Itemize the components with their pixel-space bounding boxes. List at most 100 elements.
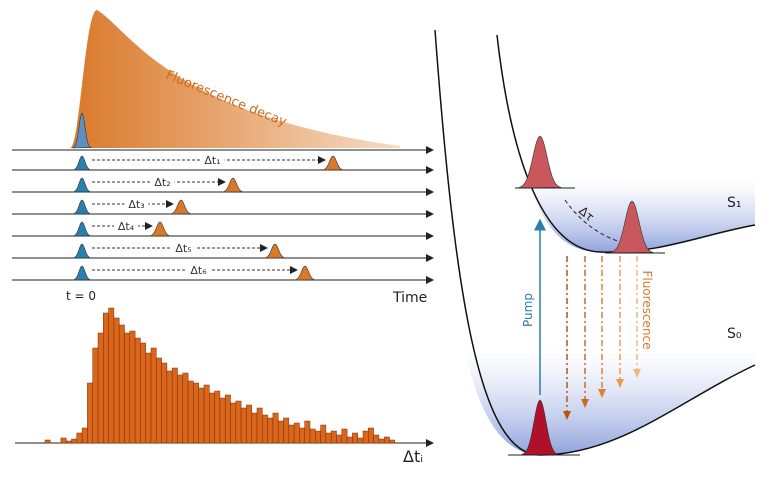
- delay-label: Δt₂: [154, 176, 170, 189]
- fluorescence-arrowhead: [581, 399, 589, 408]
- relaxed-wavepacket: [610, 200, 654, 254]
- histogram-bar: [214, 390, 221, 444]
- histogram-bar: [283, 417, 290, 444]
- fluorescence-arrowhead: [598, 389, 606, 398]
- histogram-bar: [166, 370, 173, 444]
- histogram-bar: [103, 312, 109, 444]
- photon-pulse: [149, 221, 171, 237]
- histogram-bar: [293, 422, 300, 444]
- histogram-axis-label: Δtᵢ: [403, 447, 423, 466]
- photon-pulse: [294, 265, 316, 281]
- delay-label: Δt₅: [175, 242, 191, 255]
- s0-band: [465, 350, 755, 455]
- histogram-bar: [224, 394, 231, 444]
- left-panel: Fluorescence decay t = 0 Time Δtᵢ: [15, 10, 434, 466]
- histogram-bar: [156, 357, 162, 444]
- histogram-bar: [389, 439, 396, 444]
- histogram-bar: [325, 432, 332, 444]
- photon-pulse: [322, 155, 344, 171]
- delay-label-bg: [150, 175, 175, 188]
- histogram-bar: [277, 420, 284, 444]
- histogram-bar: [150, 347, 157, 444]
- histogram-bar: [246, 404, 252, 444]
- s1-curve: [496, 34, 756, 253]
- histogram-bar: [378, 438, 385, 444]
- s0-label: S₀: [727, 326, 742, 342]
- ground-wavepacket: [521, 399, 559, 456]
- histogram-bar: [145, 352, 152, 444]
- histogram-bar: [177, 374, 184, 444]
- histogram-bar: [81, 427, 88, 444]
- histogram-bar: [267, 417, 274, 444]
- delay-label: Δt₆: [190, 264, 207, 277]
- laser-pulse: [72, 265, 92, 281]
- histogram-bar: [161, 362, 168, 444]
- excitation-pulse: [72, 112, 93, 149]
- histogram-bar: [235, 400, 242, 444]
- histogram-bar: [76, 432, 83, 444]
- histogram-bar: [71, 438, 78, 444]
- histogram-bar: [240, 407, 247, 444]
- histogram-bar: [198, 387, 205, 444]
- delay-label-bg: [171, 241, 196, 254]
- delay-label-bg: [186, 263, 211, 276]
- histogram-bar: [272, 412, 279, 444]
- delay-label: Δt₄: [118, 220, 135, 233]
- excited-wavepacket: [518, 135, 562, 189]
- histogram-bar: [341, 428, 348, 444]
- delay-label-bg: [114, 219, 138, 232]
- histogram-bar: [262, 414, 268, 444]
- histogram-bar: [219, 397, 226, 444]
- laser-pulse: [72, 243, 92, 259]
- laser-pulse: [72, 199, 92, 215]
- histogram-bar: [373, 434, 380, 444]
- laser-pulse: [72, 177, 92, 193]
- delay-label: Δt₁: [204, 154, 220, 167]
- histogram-bar: [140, 342, 146, 444]
- histogram-bar: [251, 412, 258, 444]
- delay-label-bg: [124, 197, 149, 210]
- photon-pulse: [264, 243, 286, 259]
- histogram-bar: [44, 439, 51, 444]
- histogram-bar: [230, 402, 237, 444]
- right-panel: Pump Δτ Fluorescence S₁ S₀: [434, 29, 756, 456]
- histogram-bar: [320, 424, 327, 444]
- histogram-bar: [383, 436, 390, 444]
- laser-pulse: [72, 221, 92, 237]
- histogram-bar: [315, 430, 321, 444]
- histogram-bar: [346, 436, 353, 444]
- histogram-bar: [209, 392, 215, 444]
- s1-label: S₁: [727, 195, 742, 211]
- photon-pulse: [170, 199, 192, 215]
- histogram-bar: [368, 427, 374, 444]
- histogram-bar: [134, 337, 141, 444]
- histogram-bar: [299, 427, 305, 444]
- histogram-bar: [256, 407, 263, 444]
- histogram-bar: [182, 372, 189, 444]
- fluorescence-arrowhead: [633, 369, 641, 378]
- histogram-bar: [336, 434, 343, 444]
- t-zero-label: t = 0: [66, 289, 96, 303]
- histogram-bar: [330, 430, 337, 444]
- histogram-bar: [309, 428, 316, 444]
- histogram-bar: [118, 324, 125, 444]
- time-label: Time: [392, 290, 427, 306]
- histogram-bar: [171, 367, 178, 444]
- histogram-bar: [357, 437, 364, 444]
- pump-label: Pump: [521, 293, 535, 327]
- histogram-bar: [87, 382, 93, 444]
- histogram-bar: [304, 420, 311, 444]
- histogram-bar: [129, 330, 136, 444]
- histogram-bar: [60, 437, 67, 444]
- histogram-bar: [65, 440, 72, 444]
- decay-curve: [70, 10, 400, 148]
- histogram-bar: [203, 384, 210, 444]
- histogram-bar: [108, 307, 115, 444]
- laser-pulse: [72, 155, 92, 171]
- histogram-bar: [113, 317, 120, 444]
- histogram-bar: [193, 382, 199, 444]
- histogram-bar: [352, 432, 358, 444]
- delay-label-bg: [200, 153, 225, 166]
- photon-pulse: [222, 177, 244, 193]
